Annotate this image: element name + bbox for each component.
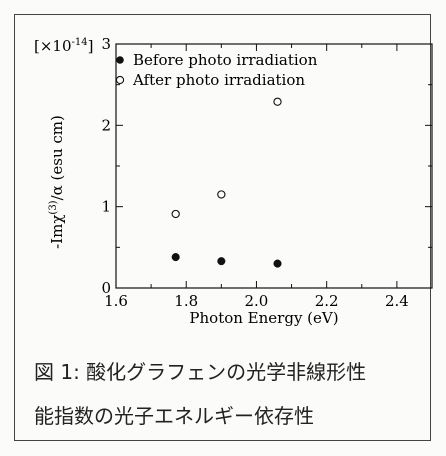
x-tick-label: 2.4 [385, 292, 409, 310]
y-tick-label: 1 [101, 198, 111, 216]
y-tick-label: 2 [101, 116, 111, 134]
data-point-after [217, 190, 226, 199]
x-tick-label: 1.6 [104, 292, 128, 310]
data-point-after [171, 209, 180, 219]
y-tick-label: 3 [101, 35, 111, 53]
data-point-after [273, 97, 282, 106]
y-multiplier-label: [×10-14] [34, 37, 93, 55]
legend-marker-after [115, 75, 125, 85]
axis-ticks [115, 43, 433, 289]
caption-line-1: 図 1: 酸化グラフェンの光学非線形性 [34, 360, 367, 384]
legend-marker-before [116, 56, 124, 64]
data-point-before [171, 253, 180, 262]
y-axis-label: -Imχ(3)/α (esu cm) [48, 115, 66, 249]
figure-frame [14, 14, 431, 441]
legend-label-after: After photo irradiation [132, 71, 305, 89]
data-points [171, 97, 282, 268]
y-tick-label: 0 [101, 279, 111, 297]
caption-line-2: 能指数の光子エネルギー依存性 [34, 404, 314, 428]
data-point-before [217, 257, 226, 266]
x-axis-label: Photon Energy (eV) [189, 309, 338, 327]
tick-labels: 1.6 1.8 2.0 2.2 2.4 0 1 2 3 [101, 35, 408, 310]
data-point-before [273, 259, 282, 268]
legend: Before photo irradiation After photo irr… [115, 51, 318, 89]
x-tick-label: 2.2 [315, 292, 339, 310]
figure-caption: 図 1: 酸化グラフェンの光学非線形性 能指数の光子エネルギー依存性 [34, 350, 434, 438]
legend-label-before: Before photo irradiation [133, 51, 318, 69]
x-tick-label: 1.8 [174, 292, 198, 310]
x-tick-label: 2.0 [245, 292, 269, 310]
